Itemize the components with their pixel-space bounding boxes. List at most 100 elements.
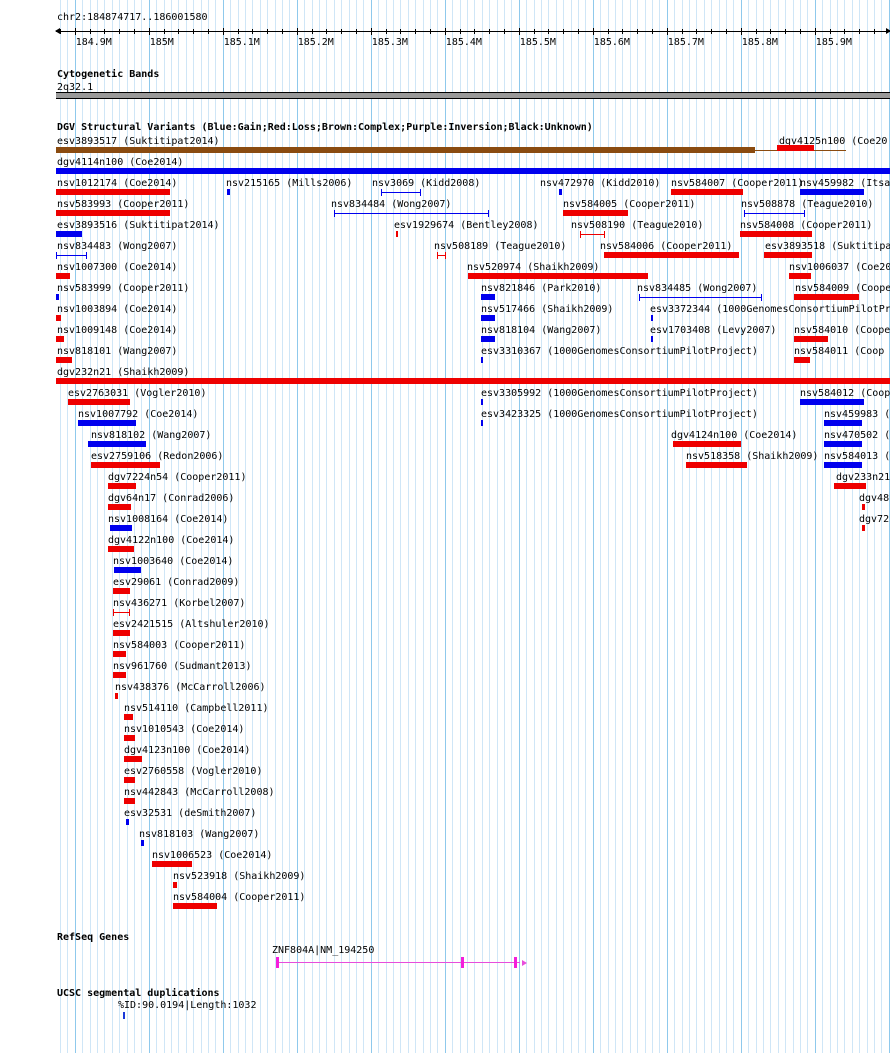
feature-label[interactable]: nsv1006037 (Coe20	[789, 262, 890, 273]
gene-label[interactable]: ZNF804A|NM_194250	[272, 945, 375, 956]
feature-span-line[interactable]	[744, 213, 804, 214]
feature-label[interactable]: dgv7224n54 (Cooper2011)	[108, 472, 247, 483]
feature-label[interactable]: esv29061 (Conrad2009)	[113, 577, 240, 588]
feature-span-line[interactable]	[639, 297, 761, 298]
feature-label[interactable]: esv1703408 (Levy2007)	[650, 325, 777, 336]
feature-bar[interactable]	[113, 651, 126, 657]
feature-bar[interactable]	[789, 273, 811, 279]
feature-bar[interactable]	[671, 189, 743, 195]
feature-bar[interactable]	[126, 819, 129, 825]
feature-label[interactable]: esv3423325 (1000GenomesConsortiumPilotPr…	[481, 409, 758, 420]
feature-label[interactable]: nsv459983 (	[824, 409, 890, 420]
feature-label[interactable]: esv2759106 (Redon2006)	[91, 451, 224, 462]
feature-label[interactable]: esv32531 (deSmith2007)	[124, 808, 257, 819]
feature-label[interactable]: dgv4114n100 (Coe2014)	[57, 157, 184, 168]
feature-bar[interactable]	[113, 630, 130, 636]
feature-label[interactable]: nsv818104 (Wang2007)	[481, 325, 602, 336]
feature-bar[interactable]	[56, 294, 59, 300]
feature-bar[interactable]	[124, 777, 135, 783]
feature-label[interactable]: nsv584013 (	[824, 451, 890, 462]
feature-bar[interactable]	[113, 588, 130, 594]
feature-label[interactable]: nsv514110 (Campbell2011)	[124, 703, 269, 714]
feature-bar[interactable]	[481, 399, 483, 405]
feature-bar[interactable]	[227, 189, 230, 195]
feature-label[interactable]: nsv508189 (Teague2010)	[434, 241, 567, 252]
feature-span-line[interactable]	[381, 192, 420, 193]
feature-bar[interactable]	[108, 483, 136, 489]
feature-bar[interactable]	[56, 273, 70, 279]
feature-label[interactable]: esv3372344 (1000GenomesConsortiumPilotPr	[650, 304, 890, 315]
feature-label[interactable]: nsv584009 (Coope	[795, 283, 890, 294]
feature-bar[interactable]	[56, 231, 82, 237]
feature-bar[interactable]	[834, 483, 866, 489]
feature-bar[interactable]	[56, 357, 72, 363]
feature-bar[interactable]	[651, 315, 653, 321]
feature-bar[interactable]	[68, 399, 130, 405]
feature-bar[interactable]	[481, 315, 495, 321]
feature-bar[interactable]	[481, 420, 483, 426]
feature-span-line[interactable]	[56, 255, 86, 256]
feature-label[interactable]: nsv1006523 (Coe2014)	[152, 850, 273, 861]
segdup-bar[interactable]	[123, 1012, 125, 1019]
feature-bar[interactable]	[604, 252, 739, 258]
feature-bar[interactable]	[824, 462, 862, 468]
feature-bar[interactable]	[113, 672, 126, 678]
feature-label[interactable]: nsv523918 (Shaikh2009)	[173, 871, 306, 882]
feature-bar[interactable]	[468, 273, 648, 279]
feature-bar[interactable]	[824, 420, 862, 426]
feature-label[interactable]: nsv1003894 (Coe2014)	[57, 304, 178, 315]
feature-label[interactable]: dgv4125n100 (Coe20	[779, 136, 888, 147]
feature-bar[interactable]	[56, 336, 64, 342]
feature-bar[interactable]	[152, 861, 192, 867]
feature-label[interactable]: esv1929674 (Bentley2008)	[394, 220, 539, 231]
gene-exon[interactable]	[514, 957, 517, 968]
feature-bar[interactable]	[56, 210, 170, 216]
feature-label[interactable]: nsv1007300 (Coe2014)	[57, 262, 178, 273]
ruler-axis[interactable]	[55, 28, 890, 35]
feature-label[interactable]: esv3305992 (1000GenomesConsortiumPilotPr…	[481, 388, 758, 399]
feature-label[interactable]: nsv961760 (Sudmant2013)	[113, 661, 252, 672]
feature-label[interactable]: esv3893518 (Suktitipa	[765, 241, 890, 252]
feature-label[interactable]: nsv583993 (Cooper2011)	[57, 199, 190, 210]
feature-label[interactable]: nsv583999 (Cooper2011)	[57, 283, 190, 294]
feature-label[interactable]: nsv3069 (Kidd2008)	[372, 178, 481, 189]
feature-label[interactable]: nsv520974 (Shaikh2009)	[467, 262, 600, 273]
feature-label[interactable]: nsv834485 (Wong2007)	[637, 283, 758, 294]
feature-label[interactable]: dgv4123n100 (Coe2014)	[124, 745, 251, 756]
feature-label[interactable]: dgv64n17 (Conrad2006)	[108, 493, 235, 504]
feature-bar[interactable]	[108, 504, 131, 510]
feature-label[interactable]: dgv72	[859, 514, 890, 525]
feature-label[interactable]: nsv459982 (Itsa	[800, 178, 890, 189]
feature-bar[interactable]	[124, 756, 142, 762]
feature-label[interactable]: nsv1012174 (Coe2014)	[57, 178, 178, 189]
feature-bar[interactable]	[108, 546, 134, 552]
feature-bar[interactable]	[91, 462, 160, 468]
feature-bar[interactable]	[651, 336, 653, 342]
feature-bar[interactable]	[673, 441, 741, 447]
feature-label[interactable]: nsv442843 (McCarroll2008)	[124, 787, 275, 798]
segdup-label[interactable]: %ID:90.0194|Length:1032	[118, 1000, 257, 1011]
feature-label[interactable]: nsv584010 (Coope	[794, 325, 890, 336]
feature-label[interactable]: esv2763031 (Vogler2010)	[68, 388, 207, 399]
feature-label[interactable]: esv3893517 (Suktitipat2014)	[57, 136, 220, 147]
feature-bar[interactable]	[800, 189, 864, 195]
feature-label[interactable]: nsv584005 (Cooper2011)	[563, 199, 696, 210]
feature-label[interactable]: nsv1009148 (Coe2014)	[57, 325, 178, 336]
feature-bar[interactable]	[563, 210, 628, 216]
feature-bar[interactable]	[481, 294, 495, 300]
feature-bar[interactable]	[481, 336, 495, 342]
feature-span-line[interactable]	[580, 234, 604, 235]
feature-label[interactable]: nsv584003 (Cooper2011)	[113, 640, 246, 651]
feature-bar[interactable]	[141, 840, 144, 846]
feature-label[interactable]: nsv584006 (Cooper2011)	[600, 241, 733, 252]
feature-bar[interactable]	[794, 294, 859, 300]
feature-label[interactable]: nsv508190 (Teague2010)	[571, 220, 704, 231]
feature-label[interactable]: esv3893516 (Suktitipat2014)	[57, 220, 220, 231]
feature-label[interactable]: dgv48	[859, 493, 890, 504]
feature-label[interactable]: nsv470502 (	[824, 430, 890, 441]
cytoband-bar[interactable]	[56, 92, 890, 99]
feature-bar[interactable]	[173, 882, 177, 888]
feature-label[interactable]: nsv1008164 (Coe2014)	[108, 514, 229, 525]
feature-span-line[interactable]	[334, 213, 488, 214]
feature-label[interactable]: nsv584012 (Coop	[800, 388, 890, 399]
